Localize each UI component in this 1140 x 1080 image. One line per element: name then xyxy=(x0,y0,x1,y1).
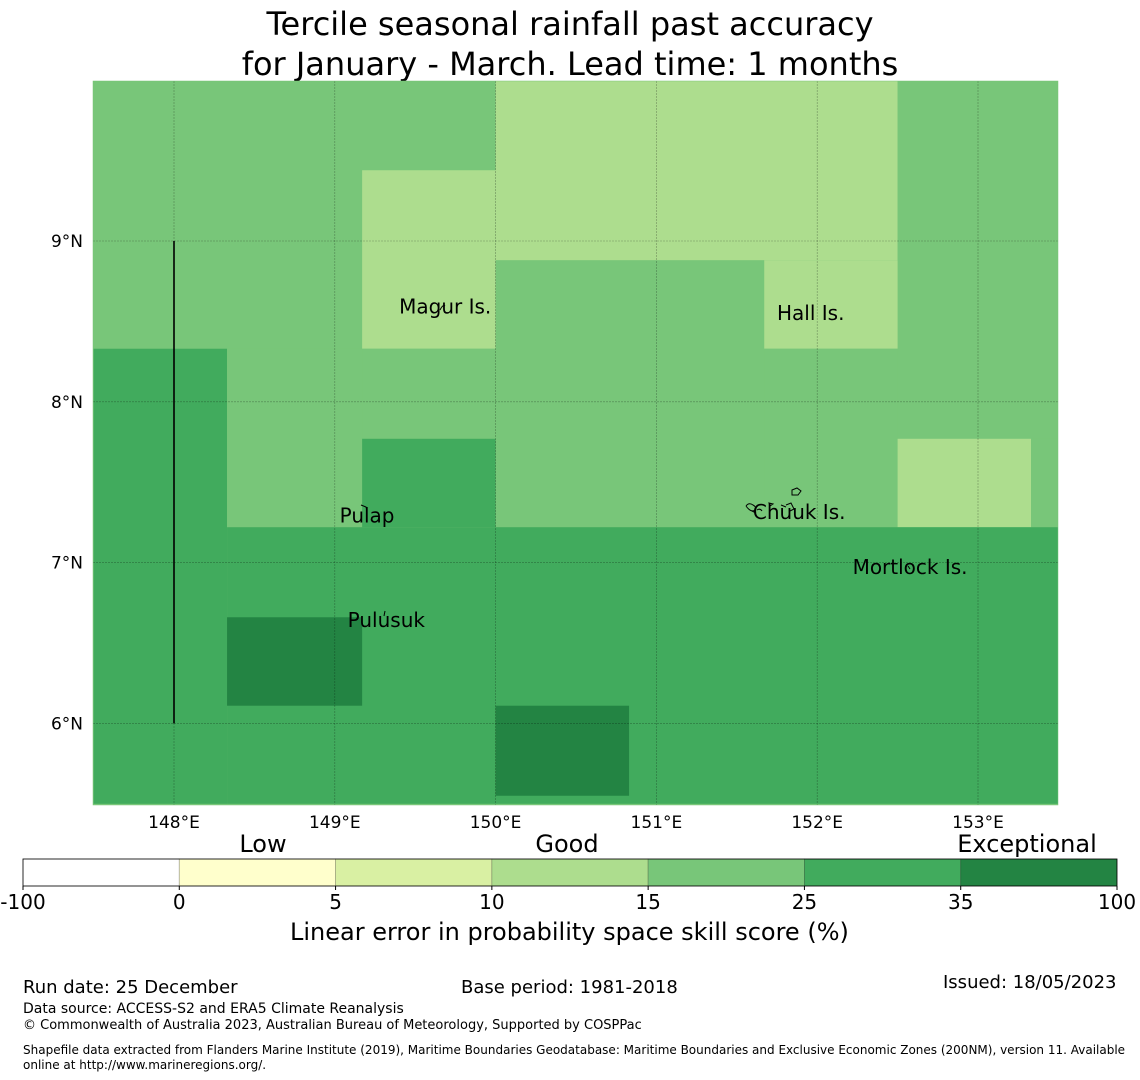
skill-cell-12 xyxy=(1031,438,1058,528)
place-label-4: Mortlock Is. xyxy=(853,555,968,579)
colorbar-outline xyxy=(22,858,1118,887)
colorbar-tick-7: 100 xyxy=(1098,890,1136,914)
colorbar-segment-2 xyxy=(335,858,493,887)
shapefile-credit-line-1: Shapefile data extracted from Flanders M… xyxy=(23,1043,1126,1057)
lon-tick-1: 149°E xyxy=(309,813,361,833)
place-labels: Magur Is. Hall Is. Pulap Chuuk Is. Mortlock … xyxy=(340,294,968,632)
colorbar-tick-2: 5 xyxy=(329,890,342,914)
skill-cell-1 xyxy=(495,81,898,261)
skill-cell-13 xyxy=(227,527,1059,804)
category-label-0: Low xyxy=(239,830,286,858)
lat-tick-1: 8°N xyxy=(51,393,83,413)
pulap-island-shape xyxy=(360,504,368,511)
colorbar-segment-6 xyxy=(960,858,1118,887)
issued-date: Issued: 18/05/2023 xyxy=(943,972,1117,993)
skill-cell-15 xyxy=(495,705,630,796)
colorbar: -100 0 5 10 15 25 35 100 Low Good Exceptional xyxy=(0,830,1136,914)
skill-cell-10 xyxy=(362,438,496,528)
skill-cells xyxy=(93,81,1059,805)
graticule xyxy=(93,81,1058,805)
magur-island-shape xyxy=(439,305,446,311)
colorbar-segment-5 xyxy=(804,858,962,887)
lon-tick-5: 153°E xyxy=(952,813,1004,833)
lat-tick-2: 7°N xyxy=(51,554,83,574)
colorbar-tick-0: -100 xyxy=(0,890,45,914)
lat-tick-3: 6°N xyxy=(51,714,83,734)
colorbar-tick-6: 35 xyxy=(948,890,973,914)
chuuk-lagoon-islets xyxy=(745,487,802,514)
run-date: Run date: 25 December xyxy=(23,977,238,998)
axis-ticks: 148°E 149°E 150°E 151°E 152°E 153°E 9°N 8°N 7°N 6… xyxy=(51,232,1004,833)
data-source: Data source: ACCESS-S2 and ERA5 Climate … xyxy=(23,1001,404,1017)
copyright: © Commonwealth of Australia 2023, Austra… xyxy=(23,1018,642,1033)
place-label-3: Chuuk Is. xyxy=(753,500,846,524)
pulusuk-island-shape xyxy=(383,610,386,617)
colorbar-tick-5: 25 xyxy=(792,890,817,914)
chart-title-line-1: Tercile seasonal rainfall past accuracy xyxy=(266,5,874,43)
skill-cell-11 xyxy=(897,438,1032,528)
lon-tick-4: 152°E xyxy=(791,813,843,833)
lat-tick-0: 9°N xyxy=(51,232,83,252)
island-outlines xyxy=(360,305,911,617)
lon-tick-0: 148°E xyxy=(148,813,200,833)
chart-title-line-2: for January - March. Lead time: 1 months xyxy=(241,45,899,83)
skill-cell-6 xyxy=(764,348,898,528)
map-frame xyxy=(92,80,1059,806)
skill-cell-5 xyxy=(495,260,765,528)
place-label-0: Magur Is. xyxy=(399,294,491,318)
colorbar-tick-3: 10 xyxy=(479,890,504,914)
shapefile-credit-line-2: online at http://www.marineregions.org/. xyxy=(23,1058,267,1072)
skill-cell-9 xyxy=(362,348,496,439)
skill-cell-3 xyxy=(362,170,496,349)
place-label-1: Hall Is. xyxy=(777,301,844,325)
colorbar-segment-3 xyxy=(491,858,649,887)
colorbar-segment-4 xyxy=(647,858,805,887)
category-label-2: Exceptional xyxy=(957,830,1097,858)
lon-tick-2: 150°E xyxy=(470,813,522,833)
skill-cell-7 xyxy=(93,348,228,804)
colorbar-tick-4: 15 xyxy=(635,890,660,914)
place-label-5: Pulusuk xyxy=(348,608,426,632)
place-label-2: Pulap xyxy=(340,503,395,527)
lon-tick-3: 151°E xyxy=(631,813,683,833)
mortlock-island-shape xyxy=(907,565,911,570)
category-label-1: Good xyxy=(535,830,598,858)
colorbar-segment-1 xyxy=(178,858,336,887)
skill-cell-14 xyxy=(227,617,363,706)
colorbar-axis-label: Linear error in probability space skill … xyxy=(290,918,849,946)
skill-cell-8 xyxy=(227,348,363,528)
colorbar-tick-1: 0 xyxy=(173,890,186,914)
skill-cell-4 xyxy=(764,260,898,349)
colorbar-segment-0 xyxy=(22,858,180,887)
base-period: Base period: 1981-2018 xyxy=(461,977,678,998)
